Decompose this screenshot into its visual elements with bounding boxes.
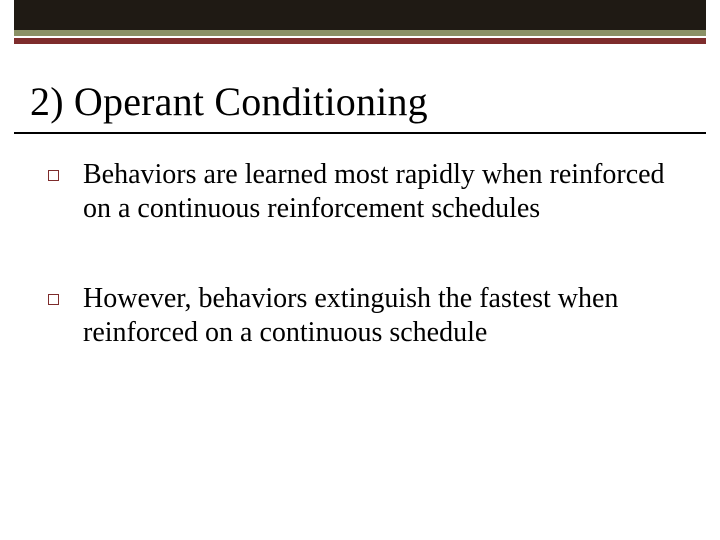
content-area: Behaviors are learned most rapidly when … [48, 158, 680, 407]
header-band [0, 0, 720, 48]
square-bullet-icon [48, 170, 59, 181]
title-underline [14, 132, 706, 134]
list-item: Behaviors are learned most rapidly when … [48, 158, 680, 226]
bullet-text: However, behaviors extinguish the fastes… [83, 282, 680, 350]
bullet-text: Behaviors are learned most rapidly when … [83, 158, 680, 226]
band-dark [14, 0, 706, 30]
band-olive [14, 30, 706, 36]
square-bullet-icon [48, 294, 59, 305]
band-maroon [14, 38, 706, 44]
slide-title: 2) Operant Conditioning [30, 78, 690, 125]
list-item: However, behaviors extinguish the fastes… [48, 282, 680, 350]
